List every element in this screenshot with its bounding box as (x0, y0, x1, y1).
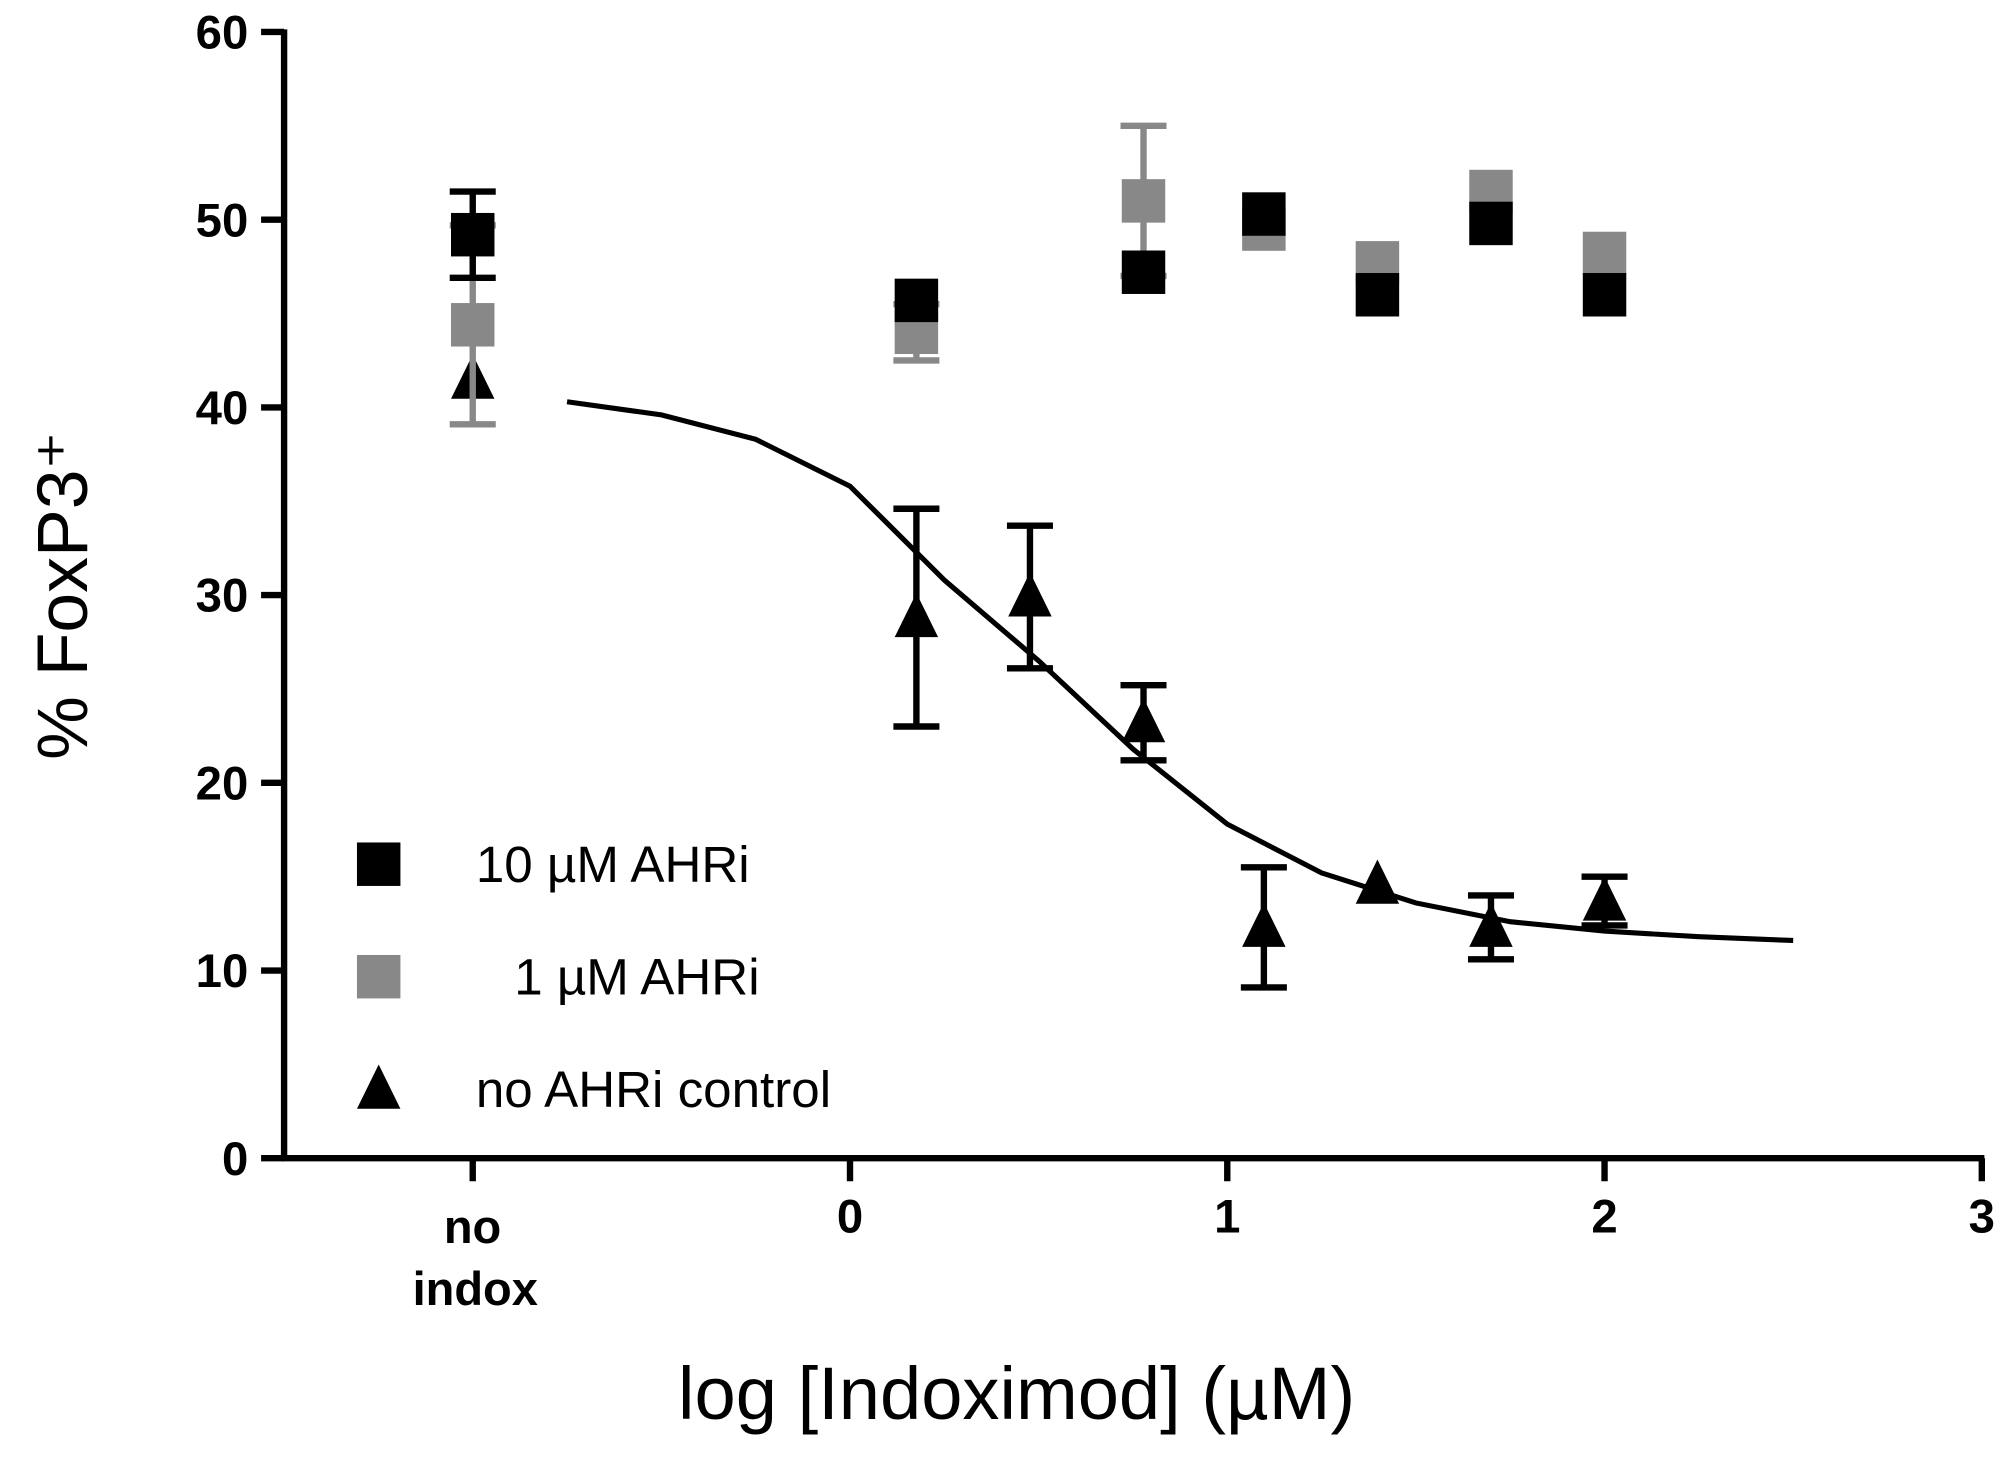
data-point (1242, 902, 1286, 947)
legend-label: no AHRi control (476, 1061, 831, 1118)
data-point (1355, 859, 1400, 904)
x-tick-label: 1 (1214, 1190, 1240, 1243)
legend-marker (356, 842, 401, 886)
data-point (1355, 273, 1400, 317)
data-point (894, 278, 939, 323)
y-tick-label: 30 (196, 570, 249, 623)
data-point (894, 592, 939, 638)
x-tick-label: 0 (837, 1190, 863, 1243)
y-tick-label: 50 (196, 194, 249, 247)
data-point (450, 212, 495, 257)
legend-marker (356, 1064, 401, 1109)
data-point (1008, 572, 1052, 617)
data-point (1121, 179, 1166, 223)
x-tick-label: 2 (1591, 1190, 1617, 1243)
data-point (1582, 273, 1627, 317)
data-point (1121, 698, 1166, 743)
fit-curve (566, 399, 1794, 944)
y-tick-label: 20 (196, 757, 249, 810)
data-point (450, 303, 495, 347)
data-point (1582, 231, 1627, 276)
data-point (1121, 250, 1166, 294)
y-axis-label: % FoxP3⁺ (23, 432, 103, 760)
x-tick-label: no indox (412, 1199, 538, 1315)
legend-marker (356, 954, 401, 999)
y-tick-label: 10 (196, 945, 249, 998)
legend-label: 10 µM AHRi (476, 836, 750, 893)
data-point (1582, 876, 1627, 921)
data-point (1242, 192, 1286, 236)
data-point (1469, 902, 1513, 947)
y-tick-label: 40 (196, 382, 249, 435)
legend-label: 1 µM AHRi (514, 949, 759, 1006)
y-tick-label: 0 (222, 1133, 248, 1186)
x-axis-label: log [Indoximod] (µM) (678, 1352, 1355, 1435)
data-point (1469, 201, 1513, 246)
y-tick-label: 60 (196, 7, 249, 60)
x-tick-label: 3 (1969, 1190, 1995, 1243)
